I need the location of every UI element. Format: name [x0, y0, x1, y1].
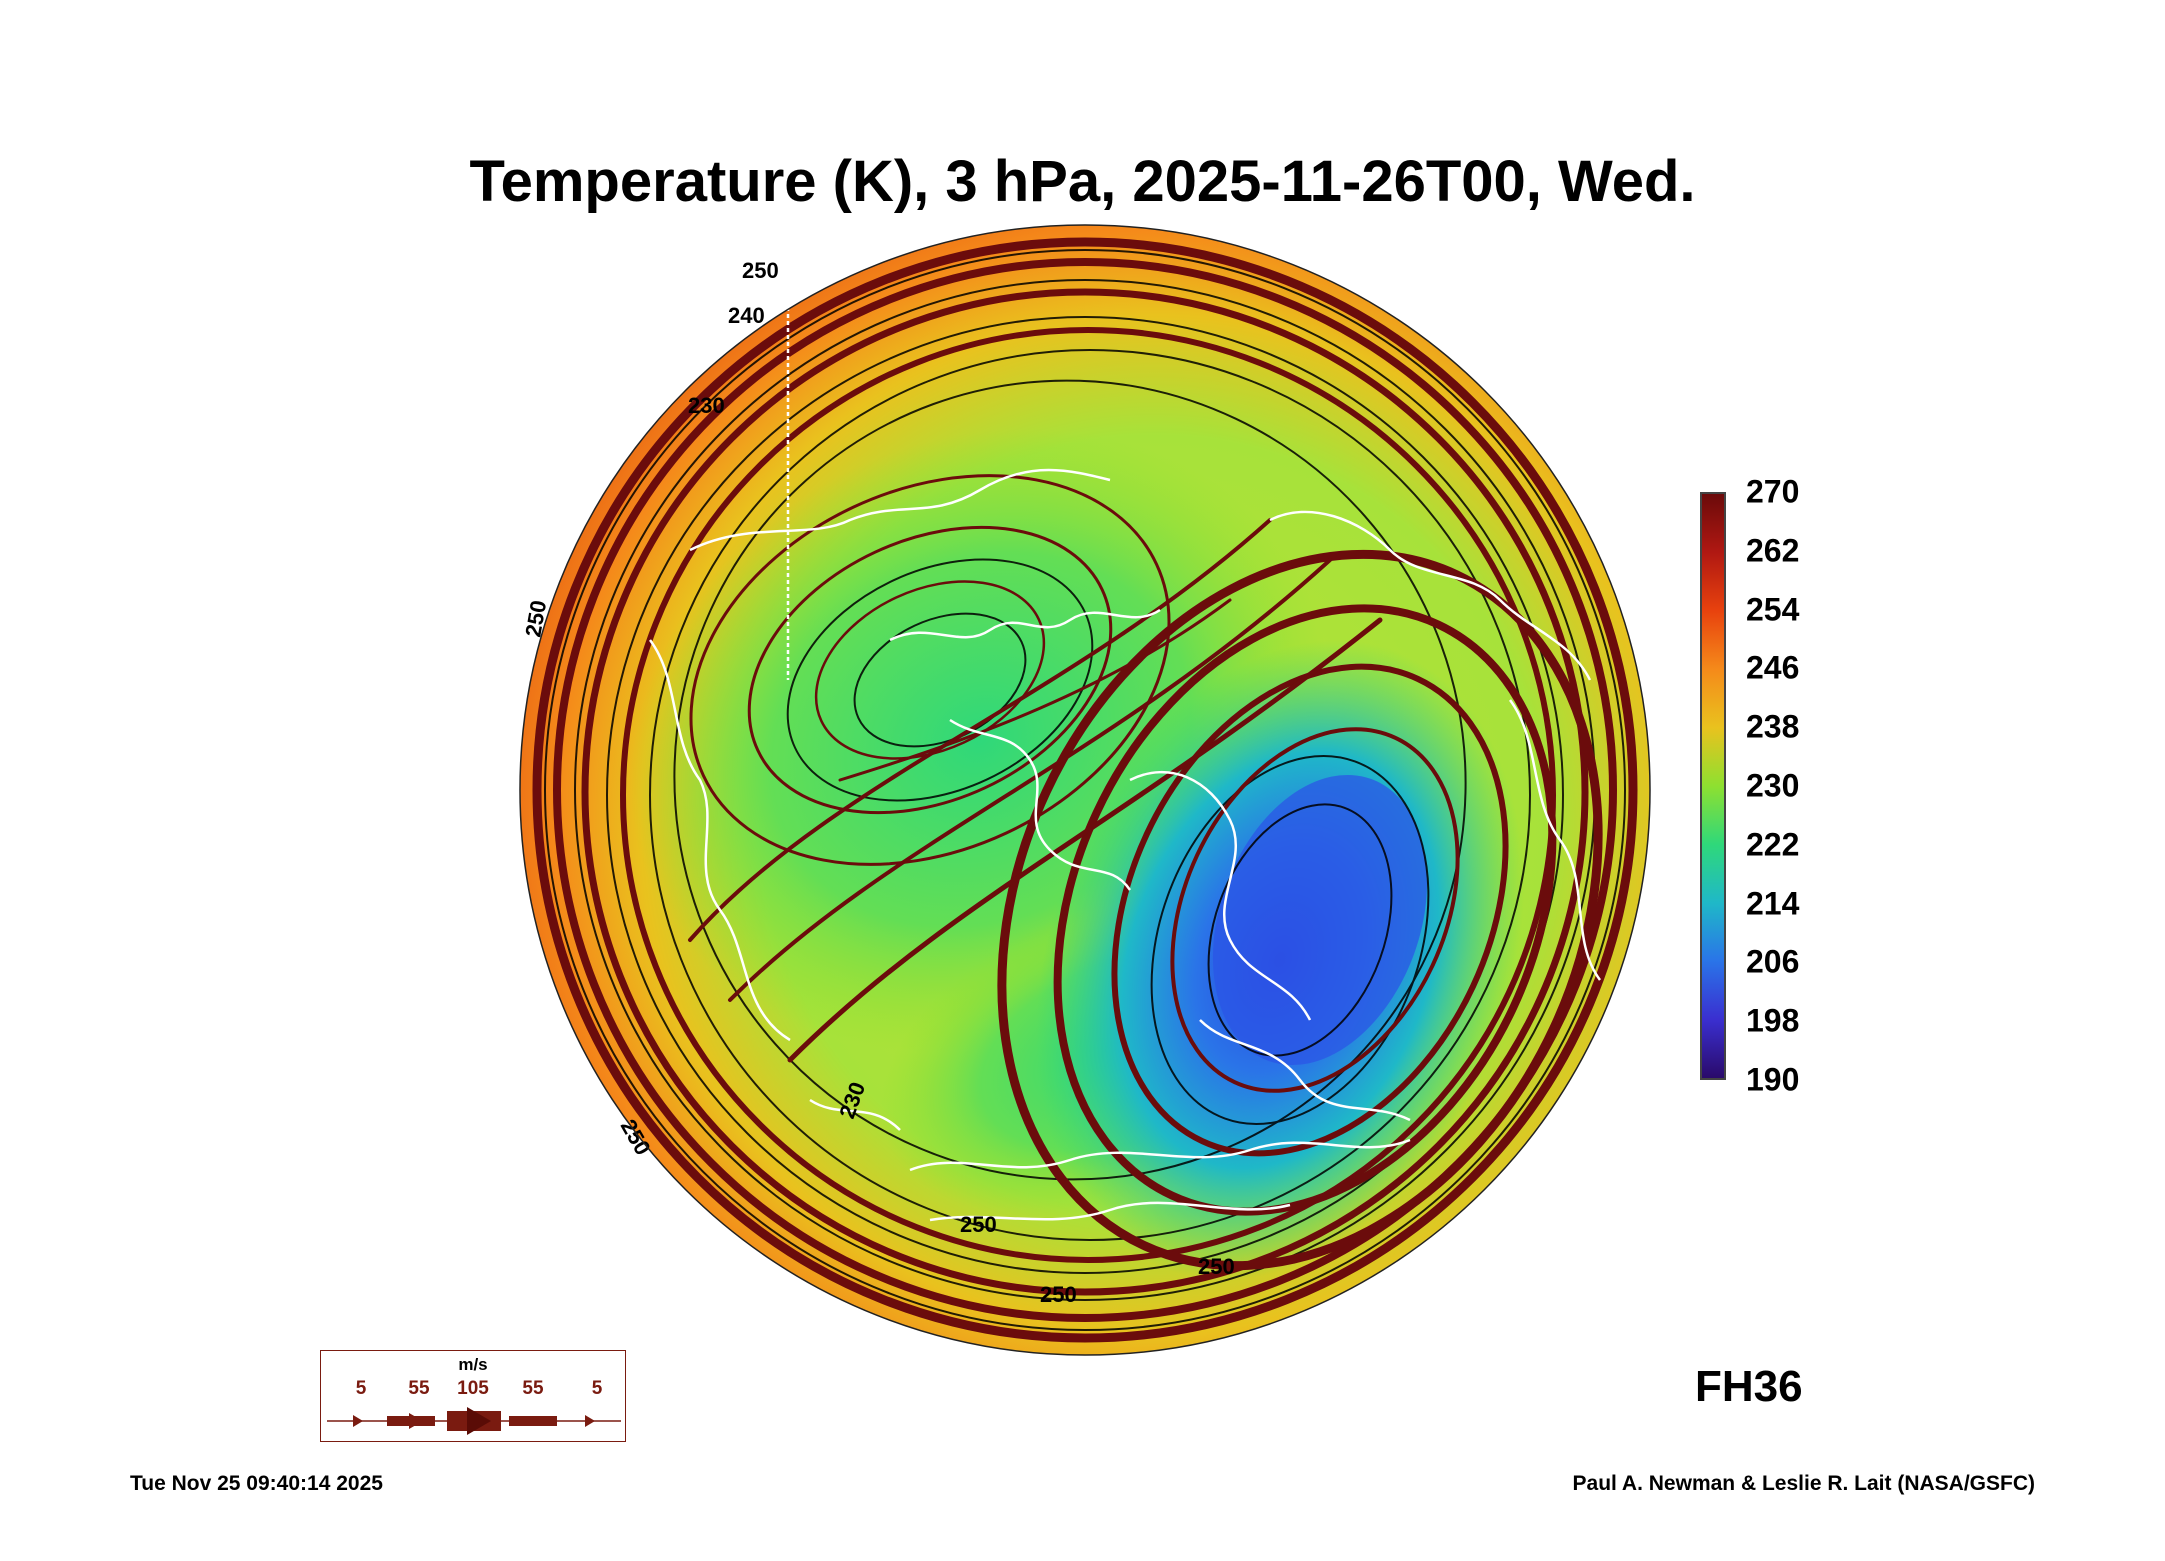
footer-timestamp: Tue Nov 25 09:40:14 2025: [130, 1472, 383, 1495]
wind-streamlines: [532, 237, 1638, 1343]
temperature-map-svg: 250 240 230 250 250 230 250 250 250: [519, 224, 1651, 1356]
colorbar-tick-label: 254: [1746, 591, 1800, 628]
globe-fill: [520, 225, 1650, 1355]
contour-label: 250: [742, 258, 779, 283]
colorbar-tick-label: 270: [1746, 473, 1800, 510]
colorbar-tick-label: 246: [1746, 649, 1800, 686]
polar-stereographic-map: 250 240 230 250 250 230 250 250 250: [510, 220, 1660, 1360]
colorbar-tick-label: 222: [1746, 826, 1800, 863]
forecast-hour-label: FH36: [1695, 1362, 1803, 1411]
colorbar-tick-label: 230: [1746, 767, 1800, 804]
wind-legend-graphic: [327, 1407, 621, 1435]
colorbar-tick-label: 206: [1746, 943, 1800, 980]
contour-label: 250: [1198, 1254, 1235, 1279]
colorbar-tick-label: 190: [1746, 1061, 1800, 1098]
colorbar-tick-label: 214: [1746, 885, 1800, 922]
contour-label: 230: [688, 393, 725, 418]
wind-legend-speed: 105: [457, 1378, 489, 1399]
colorbar-tick-label: 198: [1746, 1002, 1800, 1039]
footer-credit: Paul A. Newman & Leslie R. Lait (NASA/GS…: [1572, 1472, 2035, 1495]
wind-legend-speed: 5: [591, 1378, 603, 1399]
wind-speed-legend: m/s 5 55 105 55 5: [320, 1350, 626, 1442]
colorbar-tick-label: 238: [1746, 708, 1800, 745]
contour-label: 250: [960, 1212, 997, 1237]
contour-label: 240: [728, 303, 765, 328]
wind-legend-speed: 55: [408, 1378, 430, 1399]
globe-outline: [519, 224, 1651, 1356]
temperature-colorbar: [1700, 492, 1726, 1080]
wind-legend-speed: 5: [355, 1378, 367, 1399]
temperature-contours: [544, 249, 1626, 1331]
wind-legend-unit: m/s: [458, 1355, 488, 1374]
chart-title: Temperature (K), 3 hPa, 2025-11-26T00, W…: [469, 149, 1696, 214]
contour-label: 250: [1040, 1282, 1077, 1307]
colorbar-tick-label: 262: [1746, 532, 1800, 569]
coastlines: [648, 468, 1602, 1222]
wind-legend-speed: 55: [522, 1378, 544, 1399]
